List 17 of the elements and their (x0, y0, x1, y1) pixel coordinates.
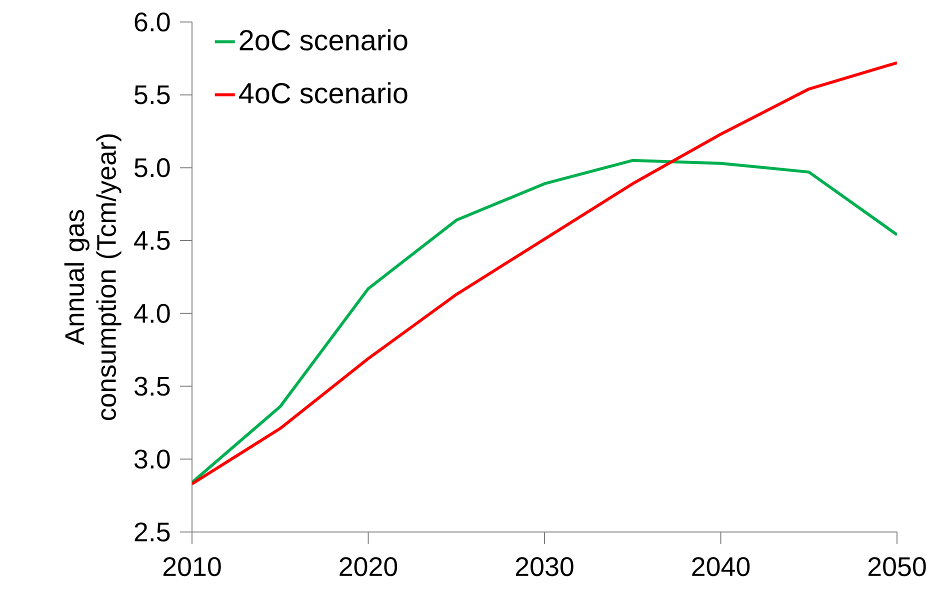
y-axis-title: Annual gas consumption (Tcm/year) (64, 134, 122, 420)
line-series (192, 158, 898, 484)
y-tick-label: 3.5 (134, 376, 170, 396)
y-tick-label: 4.5 (134, 231, 170, 250)
y-tick-label: 3.0 (134, 450, 170, 469)
legend-label: 4oC scenario (238, 82, 408, 104)
x-tick-label: 2010 (163, 557, 221, 576)
y-tick-label: 2.5 (134, 522, 170, 542)
x-tick-label: 2020 (340, 557, 398, 576)
x-tick-label: 2030 (516, 557, 574, 576)
y-tick-label: 5.5 (134, 85, 170, 104)
x-tick-label: 2050 (868, 557, 926, 576)
legend-label: 2oC scenario (240, 29, 408, 50)
x-tick-label: 2040 (692, 557, 750, 576)
y-tick-label: 6.0 (134, 12, 170, 32)
y-tick-label: 5.0 (134, 158, 170, 178)
y-tick-label: 4.0 (134, 304, 170, 323)
